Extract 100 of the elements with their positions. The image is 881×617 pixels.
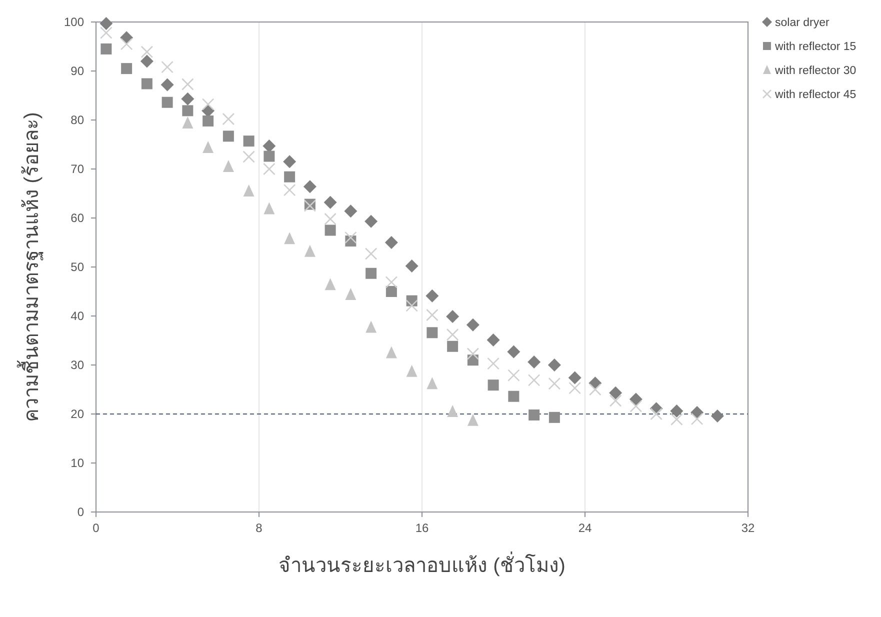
- y-tick-label: 100: [64, 15, 84, 29]
- point: [487, 357, 500, 370]
- x-tick-label: 8: [256, 521, 263, 535]
- legend-label: solar dryer: [775, 17, 830, 29]
- point: [568, 371, 582, 384]
- point: [508, 390, 520, 402]
- point: [161, 60, 174, 74]
- point: [609, 394, 622, 407]
- point: [508, 369, 520, 382]
- y-tick-label: 60: [70, 211, 84, 225]
- y-tick-label: 20: [70, 407, 84, 421]
- point: [406, 300, 418, 312]
- point: [486, 334, 500, 347]
- point: [710, 409, 724, 422]
- point: [426, 289, 439, 302]
- point: [386, 286, 397, 297]
- point: [589, 383, 602, 396]
- point: [385, 276, 398, 288]
- point: [650, 408, 662, 420]
- point: [202, 98, 214, 110]
- point: [141, 78, 152, 90]
- legend-label: with reflector 45: [774, 89, 856, 101]
- point: [466, 318, 480, 332]
- point: [548, 377, 561, 390]
- point: [446, 310, 460, 323]
- point: [630, 400, 642, 412]
- point: [366, 268, 377, 279]
- point: [466, 348, 480, 360]
- point: [222, 130, 234, 142]
- point: [100, 43, 112, 54]
- y-tick-label: 70: [70, 162, 84, 176]
- point: [690, 412, 704, 426]
- point: [364, 248, 378, 260]
- y-tick-label: 80: [70, 113, 84, 127]
- point: [263, 162, 276, 176]
- point: [670, 413, 683, 426]
- point: [284, 171, 296, 182]
- point: [344, 231, 357, 244]
- point: [202, 115, 214, 126]
- point: [284, 232, 296, 244]
- x-tick-label: 0: [92, 521, 100, 535]
- point: [528, 356, 541, 369]
- point: [507, 345, 520, 358]
- point: [548, 412, 560, 423]
- point: [384, 236, 398, 249]
- point: [264, 202, 275, 214]
- point: [324, 212, 336, 226]
- point: [426, 308, 438, 322]
- point: [243, 184, 254, 197]
- y-tick-label: 0: [77, 505, 84, 519]
- y-axis-title: ความชื้นตามมาตรฐานแห้ง (ร้อยละ): [17, 112, 43, 422]
- point: [181, 92, 194, 106]
- point: [162, 96, 173, 108]
- point: [304, 244, 316, 257]
- point: [182, 78, 194, 90]
- y-tick-label: 10: [70, 456, 84, 470]
- point: [548, 358, 561, 372]
- point: [100, 16, 113, 30]
- point: [366, 320, 377, 333]
- x-tick-label: 24: [578, 521, 592, 535]
- y-tick-label: 40: [70, 309, 84, 323]
- point: [140, 46, 154, 58]
- point: [467, 414, 478, 426]
- point: [222, 112, 235, 126]
- point: [324, 278, 336, 290]
- point: [243, 136, 254, 147]
- y-tick-label: 50: [70, 260, 84, 274]
- point: [406, 364, 418, 377]
- point: [202, 140, 214, 153]
- point: [160, 78, 174, 92]
- point: [364, 214, 378, 228]
- point: [386, 346, 397, 358]
- point: [344, 204, 358, 218]
- point: [629, 392, 642, 406]
- point: [283, 184, 296, 196]
- point: [528, 374, 540, 386]
- x-tick-label: 32: [741, 521, 755, 535]
- point: [283, 155, 296, 168]
- point: [447, 340, 458, 352]
- point: [182, 116, 194, 128]
- point: [426, 377, 438, 390]
- point: [446, 328, 459, 341]
- y-tick-label: 30: [70, 358, 84, 372]
- point: [426, 327, 438, 338]
- point: [670, 404, 684, 418]
- point: [488, 380, 499, 391]
- point: [568, 382, 581, 394]
- y-tick-label: 90: [70, 64, 84, 78]
- point: [264, 150, 275, 162]
- point: [242, 150, 255, 163]
- point: [324, 196, 337, 209]
- legend-label: with reflector 15: [774, 41, 856, 53]
- point: [140, 54, 154, 68]
- x-tick-label: 16: [415, 521, 429, 535]
- point: [100, 26, 112, 39]
- point: [182, 105, 194, 116]
- point: [121, 63, 132, 74]
- x-axis-title: จำนวนระยะเวลาอบแห้ง (ชั่วโมง): [278, 551, 566, 577]
- point: [120, 38, 133, 50]
- point: [303, 180, 316, 194]
